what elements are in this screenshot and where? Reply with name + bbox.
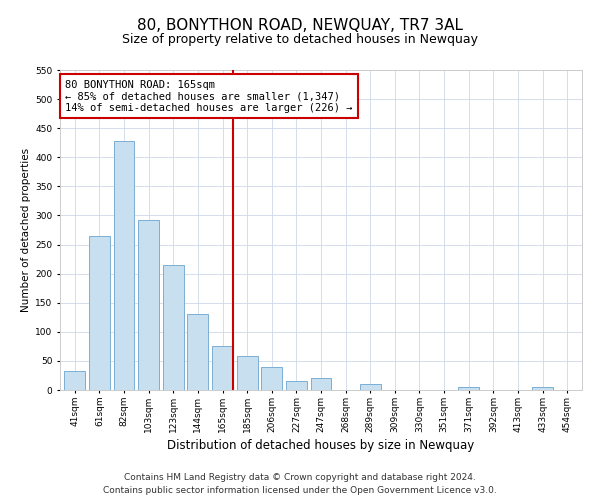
Text: Contains HM Land Registry data © Crown copyright and database right 2024.
Contai: Contains HM Land Registry data © Crown c… [103, 474, 497, 495]
Bar [163, 266, 184, 390]
Text: 80 BONYTHON ROAD: 165sqm
← 85% of detached houses are smaller (1,347)
14% of sem: 80 BONYTHON ROAD: 165sqm ← 85% of detach… [65, 80, 353, 113]
Bar [89, 236, 110, 390]
Bar [64, 372, 85, 390]
Text: 80, BONYTHON ROAD, NEWQUAY, TR7 3AL: 80, BONYTHON ROAD, NEWQUAY, TR7 3AL [137, 18, 463, 32]
Bar [311, 378, 331, 390]
Bar [187, 314, 208, 390]
Bar [138, 220, 159, 390]
Bar [113, 141, 134, 390]
X-axis label: Distribution of detached houses by size in Newquay: Distribution of detached houses by size … [167, 439, 475, 452]
Text: Size of property relative to detached houses in Newquay: Size of property relative to detached ho… [122, 32, 478, 46]
Bar [286, 382, 307, 390]
Bar [458, 387, 479, 390]
Bar [236, 356, 257, 390]
Bar [261, 366, 282, 390]
Y-axis label: Number of detached properties: Number of detached properties [21, 148, 31, 312]
Bar [360, 384, 381, 390]
Bar [212, 346, 233, 390]
Bar [532, 387, 553, 390]
